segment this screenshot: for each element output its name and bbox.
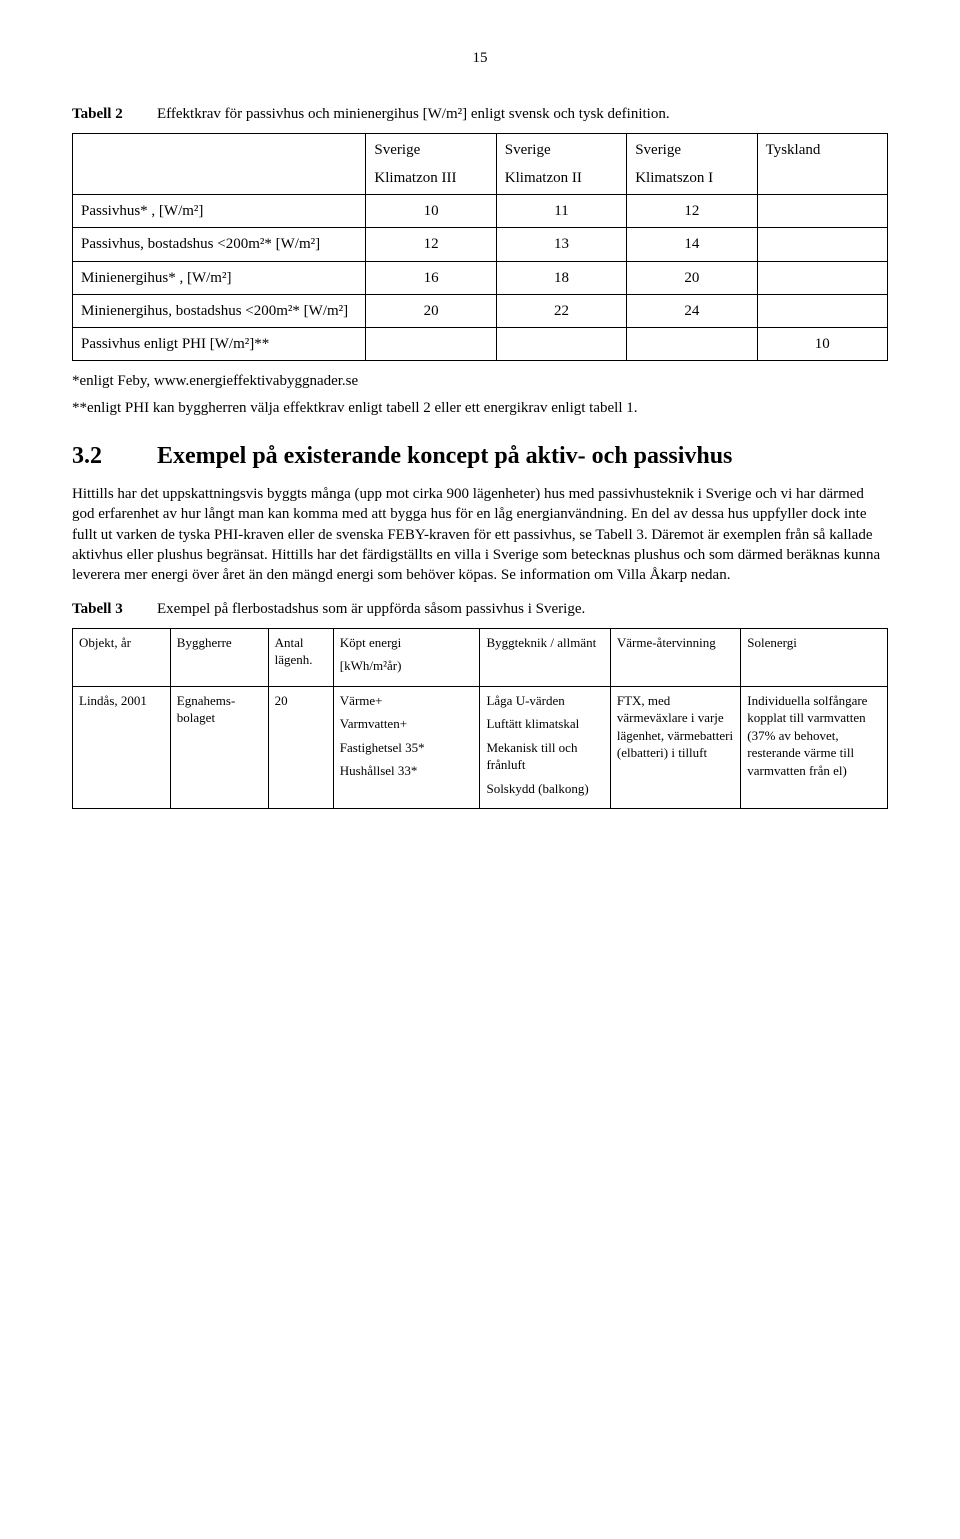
table3-r0-solenergi: Individuella solfångare kopplat till var…	[741, 686, 888, 809]
table3-h4: Byggteknik / allmänt	[480, 628, 610, 686]
section-number: 3.2	[72, 440, 157, 472]
table2-h-c3-top: Sverige	[505, 140, 618, 160]
section-body: Hittills har det uppskattningsvis byggts…	[72, 484, 888, 585]
table2-r4-label: Passivhus enligt PHI [W/m²]**	[73, 328, 366, 361]
table2-r3-v3: 24	[627, 294, 757, 327]
table3-h2: Antal lägenh.	[268, 628, 333, 686]
table-row: Passivhus enligt PHI [W/m²]** 10	[73, 328, 888, 361]
table2: Sverige Klimatzon III Sverige Klimatzon …	[72, 133, 888, 362]
table2-r1-v4	[757, 228, 887, 261]
table2-h-c5: Tyskland	[757, 133, 887, 195]
table3-h5: Värme-återvinning	[610, 628, 740, 686]
page-number: 15	[72, 48, 888, 68]
table2-h-c3: Sverige Klimatzon II	[496, 133, 626, 195]
table-row: Lindås, 2001 Egnahems-bolaget 20 Värme+V…	[73, 686, 888, 809]
table2-r2-label: Minienergihus* , [W/m²]	[73, 261, 366, 294]
table3-r0-energi: Värme+Varmvatten+Fastighetsel 35*Hushåll…	[333, 686, 480, 809]
table2-r3-v2: 22	[496, 294, 626, 327]
table2-r3-v4	[757, 294, 887, 327]
table-row: Minienergihus, bostadshus <200m²* [W/m²]…	[73, 294, 888, 327]
table2-r0-v3: 12	[627, 195, 757, 228]
table3-r0-byggteknik: Låga U-värdenLuftätt klimatskalMekanisk …	[480, 686, 610, 809]
table2-r0-v2: 11	[496, 195, 626, 228]
table2-r4-v4: 10	[757, 328, 887, 361]
table2-r0-v4	[757, 195, 887, 228]
table-row: Minienergihus* , [W/m²] 16 18 20	[73, 261, 888, 294]
table3-caption: Tabell 3 Exempel på flerbostadshus som ä…	[72, 599, 888, 619]
table2-h-c2: Sverige Klimatzon III	[366, 133, 496, 195]
table2-h-empty	[73, 133, 366, 195]
table3-header-row: Objekt, år Byggherre Antal lägenh. Köpt …	[73, 628, 888, 686]
table2-r0-v1: 10	[366, 195, 496, 228]
table2-caption: Tabell 2 Effektkrav för passivhus och mi…	[72, 104, 888, 124]
table2-caption-text: Effektkrav för passivhus och minienergih…	[157, 104, 888, 124]
table2-r4-v3	[627, 328, 757, 361]
table2-r1-label: Passivhus, bostadshus <200m²* [W/m²]	[73, 228, 366, 261]
table2-h-c2-top: Sverige	[374, 140, 487, 160]
table3-r0-byggherre: Egnahems-bolaget	[170, 686, 268, 809]
table-row: Passivhus, bostadshus <200m²* [W/m²] 12 …	[73, 228, 888, 261]
table2-r4-v2	[496, 328, 626, 361]
table3-h6: Solenergi	[741, 628, 888, 686]
table2-r3-v1: 20	[366, 294, 496, 327]
table2-r2-v3: 20	[627, 261, 757, 294]
table3: Objekt, år Byggherre Antal lägenh. Köpt …	[72, 628, 888, 810]
table3-r0-varme: FTX, med värmeväxlare i varje lägenhet, …	[610, 686, 740, 809]
section-heading: 3.2 Exempel på existerande koncept på ak…	[72, 440, 888, 472]
table3-caption-text: Exempel på flerbostadshus som är uppförd…	[157, 599, 888, 619]
table2-r2-v1: 16	[366, 261, 496, 294]
table2-footnote1: *enligt Feby, www.energieffektivabyggnad…	[72, 371, 888, 391]
table2-header-row: Sverige Klimatzon III Sverige Klimatzon …	[73, 133, 888, 195]
table2-r3-label: Minienergihus, bostadshus <200m²* [W/m²]	[73, 294, 366, 327]
table2-r1-v2: 13	[496, 228, 626, 261]
section-title: Exempel på existerande koncept på aktiv-…	[157, 440, 732, 472]
table3-r0-objekt: Lindås, 2001	[73, 686, 171, 809]
table-row: Passivhus* , [W/m²] 10 11 12	[73, 195, 888, 228]
table2-h-c4: Sverige Klimatszon I	[627, 133, 757, 195]
table2-h-c4-top: Sverige	[635, 140, 748, 160]
table3-h3: Köpt energi[kWh/m²år)	[333, 628, 480, 686]
table2-caption-label: Tabell 2	[72, 104, 157, 124]
table2-r2-v2: 18	[496, 261, 626, 294]
table2-r2-v4	[757, 261, 887, 294]
table2-h-c2-bot: Klimatzon III	[374, 168, 487, 188]
table3-h1: Byggherre	[170, 628, 268, 686]
table2-r1-v1: 12	[366, 228, 496, 261]
table3-h0: Objekt, år	[73, 628, 171, 686]
table2-r1-v3: 14	[627, 228, 757, 261]
table3-caption-label: Tabell 3	[72, 599, 157, 619]
table2-footnote2: **enligt PHI kan byggherren välja effekt…	[72, 398, 888, 418]
table2-h-c4-bot: Klimatszon I	[635, 168, 748, 188]
table3-r0-antal: 20	[268, 686, 333, 809]
table2-r4-v1	[366, 328, 496, 361]
table2-h-c3-bot: Klimatzon II	[505, 168, 618, 188]
table2-r0-label: Passivhus* , [W/m²]	[73, 195, 366, 228]
